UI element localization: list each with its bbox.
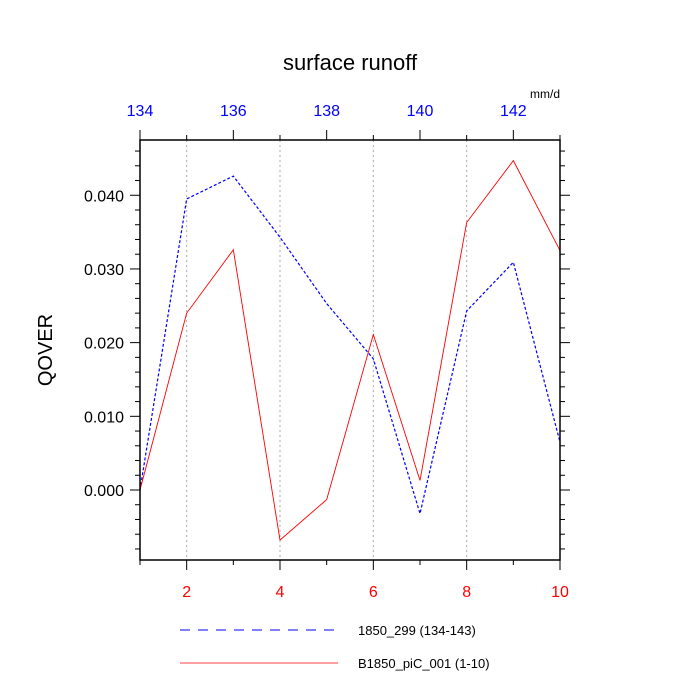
y-axis-label: QOVER [35, 314, 57, 386]
y-tick-label: 0.010 [84, 409, 124, 426]
bottom-tick-label: 8 [462, 584, 471, 601]
bottom-tick-label: 2 [182, 584, 191, 601]
top-tick-label: 134 [127, 103, 154, 120]
series-line-2 [139, 159, 561, 541]
bottom-tick-label: 4 [276, 584, 285, 601]
top-tick-label: 140 [407, 103, 434, 120]
top-tick-label: 136 [220, 103, 247, 120]
legend: 1850_299 (134-143) B1850_piC_001 (1-10) [180, 623, 490, 671]
y-tick-label: 0.030 [84, 262, 124, 279]
grid-lines [186, 140, 468, 560]
y-tick-label: 0.000 [84, 483, 124, 500]
units-label: mm/d [530, 87, 560, 101]
series-lines [139, 159, 561, 541]
bottom-tick-label: 10 [551, 584, 569, 601]
series-line-1 [139, 175, 561, 516]
bottom-tick-label: 6 [369, 584, 378, 601]
axes: 2 4 6 8 10 134 136 138 140 142 0.000 0.010 0.020 0.03… [84, 103, 570, 601]
top-tick-label: 138 [313, 103, 340, 120]
legend-label: B1850_piC_001 (1-10) [358, 656, 490, 671]
top-tick-label: 142 [500, 103, 527, 120]
chart-title: surface runoff [283, 50, 418, 75]
legend-label: 1850_299 (134-143) [358, 623, 476, 638]
y-tick-label: 0.040 [84, 188, 124, 205]
y-tick-label: 0.020 [84, 336, 124, 353]
plot-frame [139, 139, 561, 561]
